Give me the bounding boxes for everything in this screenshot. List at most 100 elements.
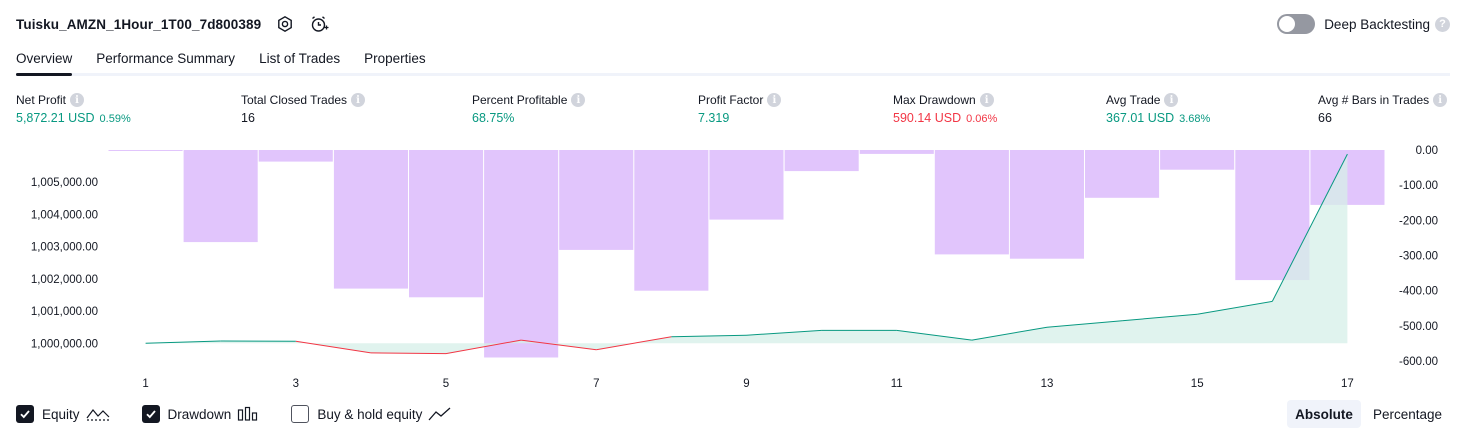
legend-label: Buy & hold equity [317, 406, 423, 422]
add-alert-icon[interactable] [309, 14, 329, 34]
info-icon[interactable]: i [70, 93, 85, 107]
legend-equity[interactable]: Equity [16, 405, 110, 423]
legend-drawdown[interactable]: Drawdown [141, 405, 260, 423]
legend-label: Drawdown [167, 406, 232, 422]
buy-hold-checkbox[interactable] [291, 405, 310, 423]
tab-list-of-trades[interactable]: List of Trades [259, 51, 341, 66]
equity-line-segment [1271, 153, 1348, 302]
equity-tick-label: 1,000,000.00 [31, 338, 98, 350]
equity-drawdown-chart[interactable]: 1,000,000.00 1,001,000.00 1,002,000.00 1,00… [0, 140, 1466, 396]
metric-percent-profitable: Percent Profitable i 68.75% [472, 93, 586, 125]
drawdown-bar [333, 150, 408, 289]
trade-tick-label: 13 [1041, 378, 1054, 390]
equity-tick-label: 1,004,000.00 [31, 209, 98, 221]
report-tabs: Overview Performance Summary List of Tra… [16, 44, 1450, 76]
metric-total-closed-trades: Total Closed Trades i 16 [241, 93, 366, 125]
settings-icon[interactable] [275, 14, 295, 34]
drawdown-bars-icon [237, 406, 259, 422]
equity-line-segment [746, 329, 822, 336]
trade-tick-label: 15 [1191, 378, 1204, 390]
equity-line-icon [86, 406, 110, 422]
metric-max-drawdown: Max Drawdown i 590.14 USD 0.06% [893, 93, 997, 125]
metric-value: 7.319 [698, 111, 730, 125]
metric-value: 367.01 USD [1106, 111, 1175, 125]
equity-line [145, 153, 1348, 355]
trade-tick-label: 17 [1341, 378, 1354, 390]
info-icon[interactable]: i [351, 93, 366, 107]
drawdown-tick-label: -600.00 [1399, 356, 1438, 368]
equity-line-segment [145, 340, 221, 344]
drawdown-bar [108, 150, 183, 151]
equity-line-segment [896, 329, 972, 341]
legend-buy-hold[interactable]: Buy & hold equity [291, 405, 452, 423]
drawdown-bar [183, 150, 258, 243]
metrics-row: Net Profit i 5,872.21 USD 0.59% Total Clos… [0, 93, 1466, 133]
strategy-title: Tuisku_AMZN_1Hour_1T00_7d800389 [16, 16, 262, 32]
trade-tick-label: 1 [142, 378, 148, 390]
buy-hold-line-icon [428, 406, 452, 422]
equity-checkbox[interactable] [16, 405, 34, 423]
deep-backtesting-toggle[interactable] [1277, 14, 1316, 34]
metric-value: 590.14 USD [893, 111, 962, 125]
drawdown-bar [784, 150, 859, 172]
drawdown-bars [108, 150, 1385, 358]
drawdown-tick-label: -100.00 [1399, 180, 1438, 192]
metric-value: 66 [1318, 111, 1332, 125]
report-header: Tuisku_AMZN_1Hour_1T00_7d800389 Deep Bac… [16, 10, 1450, 38]
deep-backtesting-label: Deep Backtesting [1324, 16, 1430, 32]
trade-tick-label: 3 [293, 378, 299, 390]
equity-line-segment [1197, 300, 1273, 315]
drawdown-bar [1085, 150, 1160, 198]
equity-line-segment [1122, 313, 1198, 322]
equity-tick-label: 1,003,000.00 [31, 242, 98, 254]
equity-tick-label: 1,002,000.00 [31, 274, 98, 286]
metric-profit-factor: Profit Factor i 7.319 [698, 93, 782, 125]
drawdown-bar [409, 150, 484, 298]
metric-percent: 0.06% [966, 113, 998, 125]
tab-overview[interactable]: Overview [16, 44, 73, 76]
trade-tick-label: 11 [891, 378, 903, 390]
equity-axis: 1,000,000.00 1,001,000.00 1,002,000.00 1,00… [31, 177, 98, 350]
drawdown-bar [934, 150, 1009, 255]
metric-value: 16 [241, 111, 255, 125]
drawdown-tick-label: -300.00 [1399, 251, 1438, 263]
help-icon[interactable]: ? [1435, 16, 1450, 32]
equity-area-fill [145, 154, 1348, 354]
metric-label: Avg Trade [1106, 93, 1161, 107]
drawdown-bar [559, 150, 634, 250]
equity-line-segment [521, 339, 597, 351]
tab-properties[interactable]: Properties [364, 51, 426, 66]
metric-label: Avg # Bars in Trades [1318, 93, 1430, 107]
metric-net-profit: Net Profit i 5,872.21 USD 0.59% [16, 93, 131, 125]
metric-label: Total Closed Trades [241, 93, 348, 107]
deep-backtesting-control: Deep Backtesting ? [1277, 14, 1450, 34]
legend-label: Equity [42, 406, 80, 422]
info-icon[interactable]: i [767, 93, 782, 107]
equity-line-segment [295, 340, 371, 354]
drawdown-checkbox[interactable] [141, 405, 160, 423]
tab-performance-summary[interactable]: Performance Summary [96, 51, 236, 66]
metric-avg-bars-in-trades: Avg # Bars in Trades i 66 [1318, 93, 1448, 125]
absolute-button[interactable]: Absolute [1287, 400, 1361, 428]
info-icon[interactable]: i [571, 93, 586, 107]
drawdown-bar [1160, 150, 1235, 170]
chart-legend: Equity Drawdown Buy & hold equity [16, 400, 484, 428]
drawdown-bar [258, 150, 333, 162]
equity-line-segment [671, 334, 747, 338]
drawdown-bar [859, 150, 934, 154]
metric-value: 5,872.21 USD [16, 111, 95, 125]
metric-label: Profit Factor [698, 93, 764, 107]
percentage-button[interactable]: Percentage [1372, 406, 1442, 422]
equity-line-segment [370, 352, 447, 355]
trade-tick-label: 9 [743, 378, 749, 390]
info-icon[interactable]: i [979, 93, 994, 107]
equity-tick-label: 1,005,000.00 [31, 177, 98, 189]
trade-tick-label: 7 [593, 378, 599, 390]
drawdown-tick-label: -400.00 [1399, 286, 1438, 298]
info-icon[interactable]: i [1433, 93, 1448, 107]
equity-area [145, 154, 1348, 354]
drawdown-bar [1009, 150, 1084, 259]
value-mode-switch: Absolute Percentage [1283, 400, 1450, 428]
drawdown-axis: 0.00 -100.00 -200.00 -300.00 -400.00 -500.00 -… [1399, 145, 1438, 368]
info-icon[interactable]: i [1164, 93, 1179, 107]
